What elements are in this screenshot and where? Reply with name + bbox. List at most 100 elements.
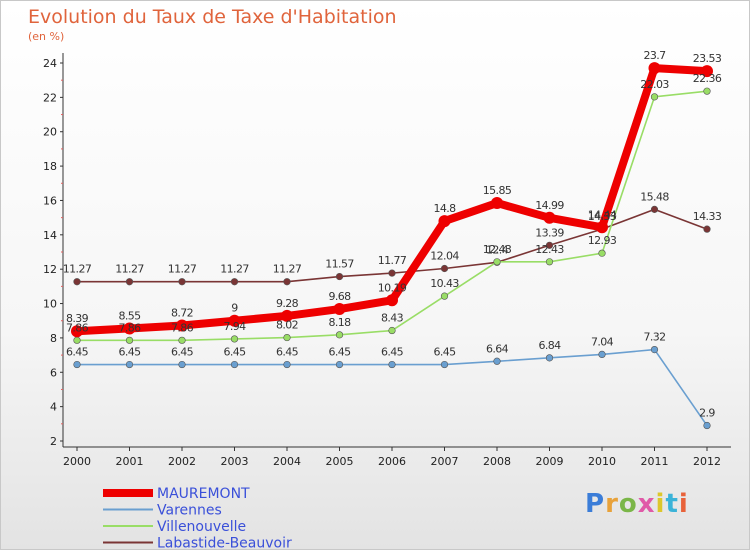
data-point (178, 336, 186, 344)
data-label: 22.03 (640, 78, 669, 91)
data-label: 7.86 (118, 321, 141, 334)
series-varennes (73, 345, 711, 430)
x-tick-label: 2009 (536, 455, 564, 468)
data-label: 6.45 (276, 346, 299, 359)
data-point (493, 357, 501, 365)
data-point (71, 325, 83, 338)
data-label: 6.45 (171, 346, 194, 359)
data-label: 6.64 (486, 342, 509, 355)
data-label: 8.02 (276, 319, 298, 332)
data-label: 8.55 (118, 309, 141, 322)
data-label: 14.44 (588, 208, 617, 221)
data-point (283, 278, 291, 286)
data-label: 11.27 (220, 263, 249, 276)
x-tick-label: 2012 (693, 455, 721, 468)
data-label: 10.43 (430, 277, 459, 290)
data-label: 14.33 (693, 210, 722, 223)
data-point (178, 360, 186, 369)
data-point (230, 278, 239, 286)
data-label: 14.33 (588, 210, 617, 223)
data-label: 13.39 (535, 226, 564, 239)
y-tick-label: 8 (50, 332, 57, 345)
data-point (545, 258, 554, 266)
data-point (230, 360, 239, 369)
data-label: 12.93 (588, 234, 617, 247)
legend-label: MAUREMONT (157, 486, 250, 502)
data-label: 10.19 (378, 281, 407, 294)
data-point (703, 87, 711, 95)
data-label: 7.32 (643, 331, 665, 344)
x-tick-label: 2011 (641, 455, 669, 468)
data-label: 14.8 (433, 202, 456, 215)
data-label: 8.18 (328, 316, 351, 329)
y-tick-label: 14 (43, 229, 57, 242)
data-label: 12.43 (483, 243, 512, 256)
data-label: 9 (231, 302, 238, 315)
legend-label: Labastide-Beauvoir (157, 536, 292, 550)
y-tick-label: 2 (50, 435, 57, 448)
data-point (388, 269, 396, 277)
x-tick-label: 2001 (116, 455, 144, 468)
data-label: 7.86 (66, 321, 89, 334)
data-point (73, 336, 81, 344)
proxiti-logo: Proxiti (585, 489, 689, 519)
data-label: 2.9 (699, 407, 715, 420)
logo-letter: t (665, 489, 679, 519)
y-tick-label: 24 (43, 57, 57, 70)
data-label: 11.57 (325, 258, 354, 271)
data-point (73, 278, 81, 286)
data-label: 8.72 (171, 307, 193, 320)
y-tick-label: 20 (43, 126, 57, 139)
data-point (598, 350, 606, 359)
x-tick-label: 2000 (63, 455, 91, 468)
y-tick-label: 12 (43, 263, 57, 276)
y-tick-label: 16 (43, 194, 57, 207)
data-label: 9.28 (276, 297, 299, 310)
chart-subtitle: (en %) (28, 30, 65, 43)
data-label: 7.86 (171, 321, 194, 334)
data-point (493, 258, 501, 266)
data-label: 8.43 (381, 312, 404, 325)
x-tick-label: 2006 (378, 455, 406, 468)
data-point (650, 345, 659, 354)
data-point (543, 211, 556, 224)
data-point (386, 294, 398, 307)
y-tick-label: 22 (43, 91, 57, 104)
data-point (125, 336, 134, 344)
data-point (125, 278, 134, 286)
data-point (178, 278, 186, 286)
data-point (438, 215, 451, 228)
data-point (388, 326, 396, 335)
logo-letter: x (637, 489, 656, 519)
x-tick-label: 2005 (326, 455, 354, 468)
data-label: 22.36 (693, 72, 722, 85)
data-label: 6.45 (433, 346, 456, 359)
data-label: 6.84 (538, 339, 561, 352)
legend-label: Varennes (157, 503, 222, 519)
data-point (230, 335, 239, 343)
data-point (648, 62, 661, 75)
data-point (125, 360, 134, 369)
data-point (123, 322, 136, 335)
data-point (650, 93, 659, 101)
data-label: 14.99 (535, 199, 564, 212)
data-point (333, 303, 346, 316)
logo-letter: P (585, 489, 606, 519)
series-mauremont (71, 62, 713, 338)
x-tick-label: 2008 (483, 455, 511, 468)
legend-label: Villenouvelle (157, 519, 246, 535)
data-label: 12.43 (535, 243, 564, 256)
data-label: 8.39 (66, 312, 89, 325)
data-label: 6.45 (118, 346, 141, 359)
x-tick-label: 2007 (431, 455, 459, 468)
data-point (228, 314, 241, 327)
logo-letter: i (678, 489, 689, 519)
data-point (388, 360, 396, 369)
x-tick-label: 2004 (273, 455, 301, 468)
chart-title: Evolution du Taux de Taxe d'Habitation (28, 6, 397, 28)
data-point (440, 292, 449, 300)
y-tick-label: 4 (50, 401, 57, 414)
data-label: 11.27 (115, 263, 144, 276)
